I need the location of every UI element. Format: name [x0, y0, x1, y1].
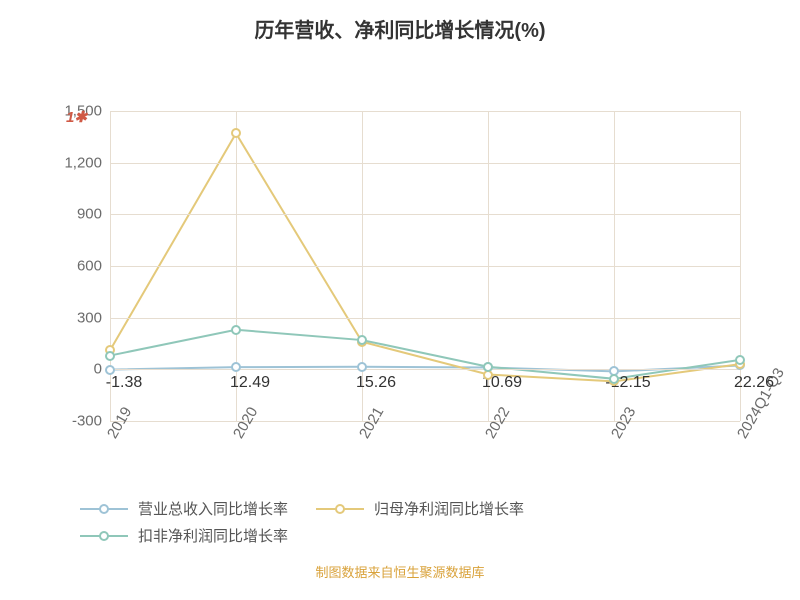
legend-swatch	[316, 508, 364, 510]
data-label: 12.49	[230, 374, 270, 392]
data-marker	[357, 362, 367, 372]
y-axis-label: 600	[77, 258, 110, 275]
y-axis-label: -300	[72, 413, 110, 430]
y-axis-label: 300	[77, 309, 110, 326]
data-label: 22.26	[734, 374, 774, 392]
legend-label: 归母净利润同比增长率	[374, 498, 524, 519]
x-axis-label: 2019	[104, 404, 135, 441]
y-axis-label: 900	[77, 206, 110, 223]
data-marker	[231, 325, 241, 335]
legend-item: 营业总收入同比增长率	[80, 498, 288, 519]
chart-title: 历年营收、净利同比增长情况(%)	[0, 0, 800, 49]
legend-marker	[99, 531, 109, 541]
data-marker	[231, 362, 241, 372]
data-label: 15.26	[356, 374, 396, 392]
y-gridline	[110, 421, 740, 422]
data-marker	[105, 351, 115, 361]
data-marker	[483, 362, 493, 372]
y-gridline	[110, 266, 740, 267]
series-line	[110, 330, 740, 379]
y-gridline	[110, 369, 740, 370]
y-gridline	[110, 111, 740, 112]
y-axis-label: 1,200	[64, 154, 110, 171]
y-gridline	[110, 318, 740, 319]
legend-label: 营业总收入同比增长率	[138, 498, 288, 519]
data-marker	[357, 335, 367, 345]
series-line	[110, 133, 740, 381]
legend-marker	[335, 504, 345, 514]
legend-swatch	[80, 535, 128, 537]
legend-item: 扣非净利润同比增长率	[80, 525, 288, 546]
chart-container: { "chart": { "type": "line", "title": "历…	[0, 0, 800, 600]
legend-swatch	[80, 508, 128, 510]
legend-label: 扣非净利润同比增长率	[138, 525, 288, 546]
footer-note: 制图数据来自恒生聚源数据库	[0, 562, 800, 581]
watermark: 1✱	[66, 108, 87, 126]
legend-marker	[99, 504, 109, 514]
data-marker	[609, 374, 619, 384]
plot-area: -30003006009001,2001,5002019202020212022…	[110, 111, 740, 421]
data-marker	[735, 355, 745, 365]
y-gridline	[110, 163, 740, 164]
legend: 营业总收入同比增长率 归母净利润同比增长率扣非净利润同比增长率	[0, 498, 800, 552]
data-label: -1.38	[106, 374, 142, 392]
legend-item: 归母净利润同比增长率	[316, 498, 524, 519]
y-gridline	[110, 214, 740, 215]
data-marker	[105, 365, 115, 375]
data-marker	[231, 128, 241, 138]
